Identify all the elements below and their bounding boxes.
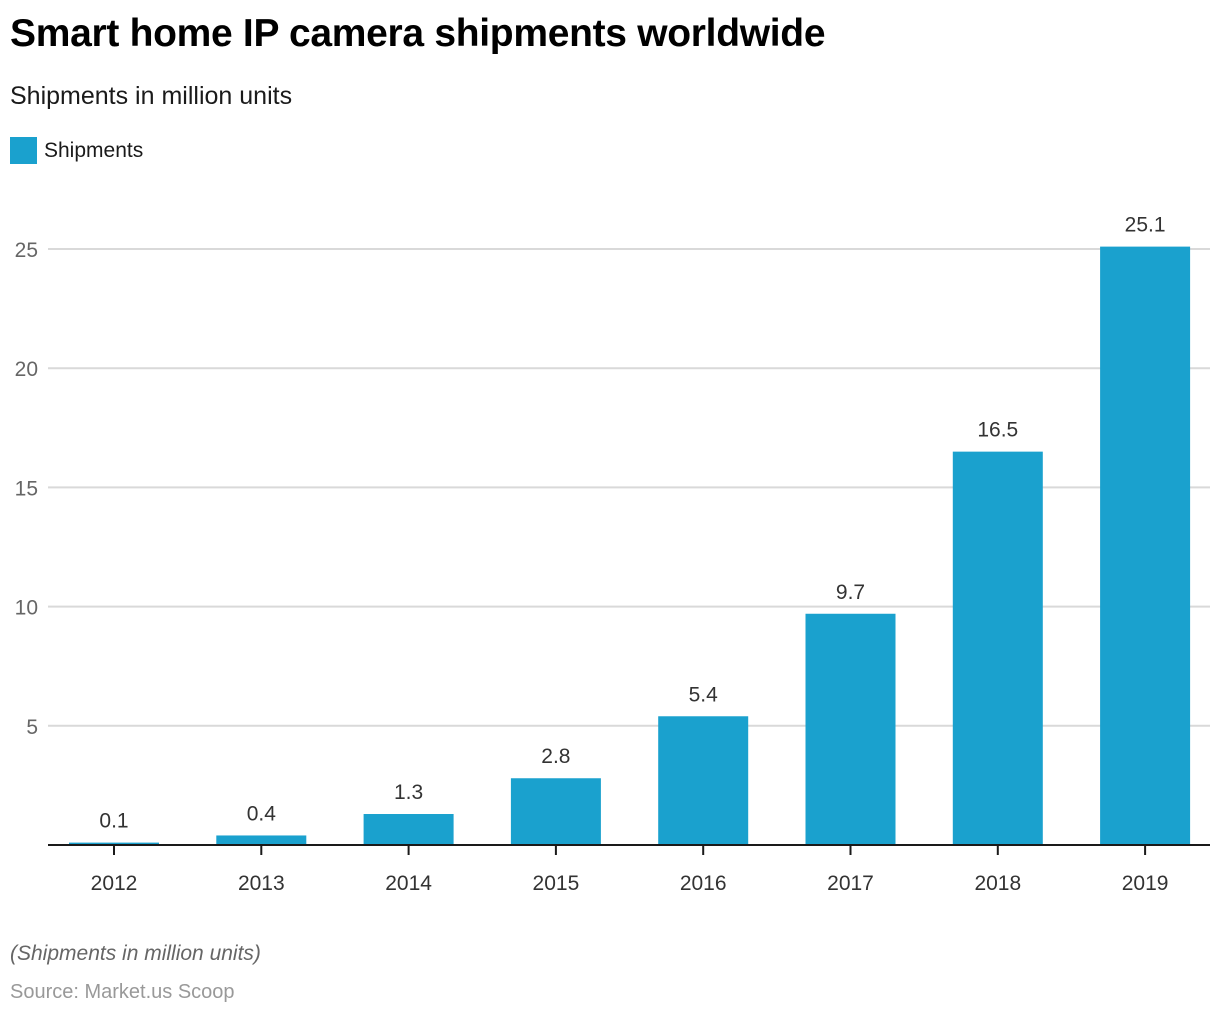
- bar-2017: [805, 613, 896, 845]
- x-tick-label-2016: 2016: [680, 872, 727, 895]
- footnote: (Shipments in million units): [10, 942, 261, 965]
- bar-2018: [952, 451, 1043, 845]
- legend-swatch-shipments: [10, 137, 37, 164]
- bar-2012: [69, 842, 159, 845]
- bar-2013: [216, 835, 307, 845]
- x-tick-label-2019: 2019: [1122, 872, 1169, 895]
- x-tick-label-2012: 2012: [91, 872, 138, 895]
- bars: [69, 246, 1191, 846]
- y-tick-label: 20: [15, 358, 38, 381]
- value-label-2012: 0.1: [99, 810, 128, 833]
- x-tick-label-2015: 2015: [533, 872, 580, 895]
- bar-2015: [510, 778, 601, 845]
- chart-subtitle: Shipments in million units: [10, 82, 293, 110]
- x-tick-label-2014: 2014: [385, 872, 432, 895]
- legend: Shipments: [10, 137, 143, 164]
- value-label-2019: 25.1: [1125, 214, 1166, 237]
- bar-2016: [658, 716, 749, 845]
- y-tick-label: 10: [15, 597, 38, 620]
- y-tick-label: 15: [15, 477, 38, 500]
- x-tick-label-2018: 2018: [974, 872, 1021, 895]
- y-tick-label: 25: [15, 239, 38, 262]
- x-axis: [48, 844, 1210, 855]
- value-label-2014: 1.3: [394, 781, 423, 804]
- legend-label-shipments: Shipments: [44, 138, 144, 162]
- bar-2014: [363, 814, 454, 845]
- value-label-2018: 16.5: [977, 419, 1018, 442]
- x-tick-label-2017: 2017: [827, 872, 874, 895]
- value-label-2017: 9.7: [836, 581, 865, 604]
- labels: 5 10 15 20 25 0.1 2012 0.4 2013 1.3 2014 2.8 2015 5.4…: [15, 214, 1169, 895]
- value-label-2016: 5.4: [689, 683, 719, 706]
- y-tick-label: 5: [26, 716, 38, 739]
- value-label-2015: 2.8: [541, 745, 570, 768]
- chart-title: Smart home IP camera shipments worldwide: [10, 12, 826, 55]
- bar-2019: [1100, 246, 1191, 846]
- x-tick-label-2013: 2013: [238, 872, 285, 895]
- value-label-2013: 0.4: [247, 802, 277, 825]
- source-credit: Source: Market.us Scoop: [10, 981, 235, 1003]
